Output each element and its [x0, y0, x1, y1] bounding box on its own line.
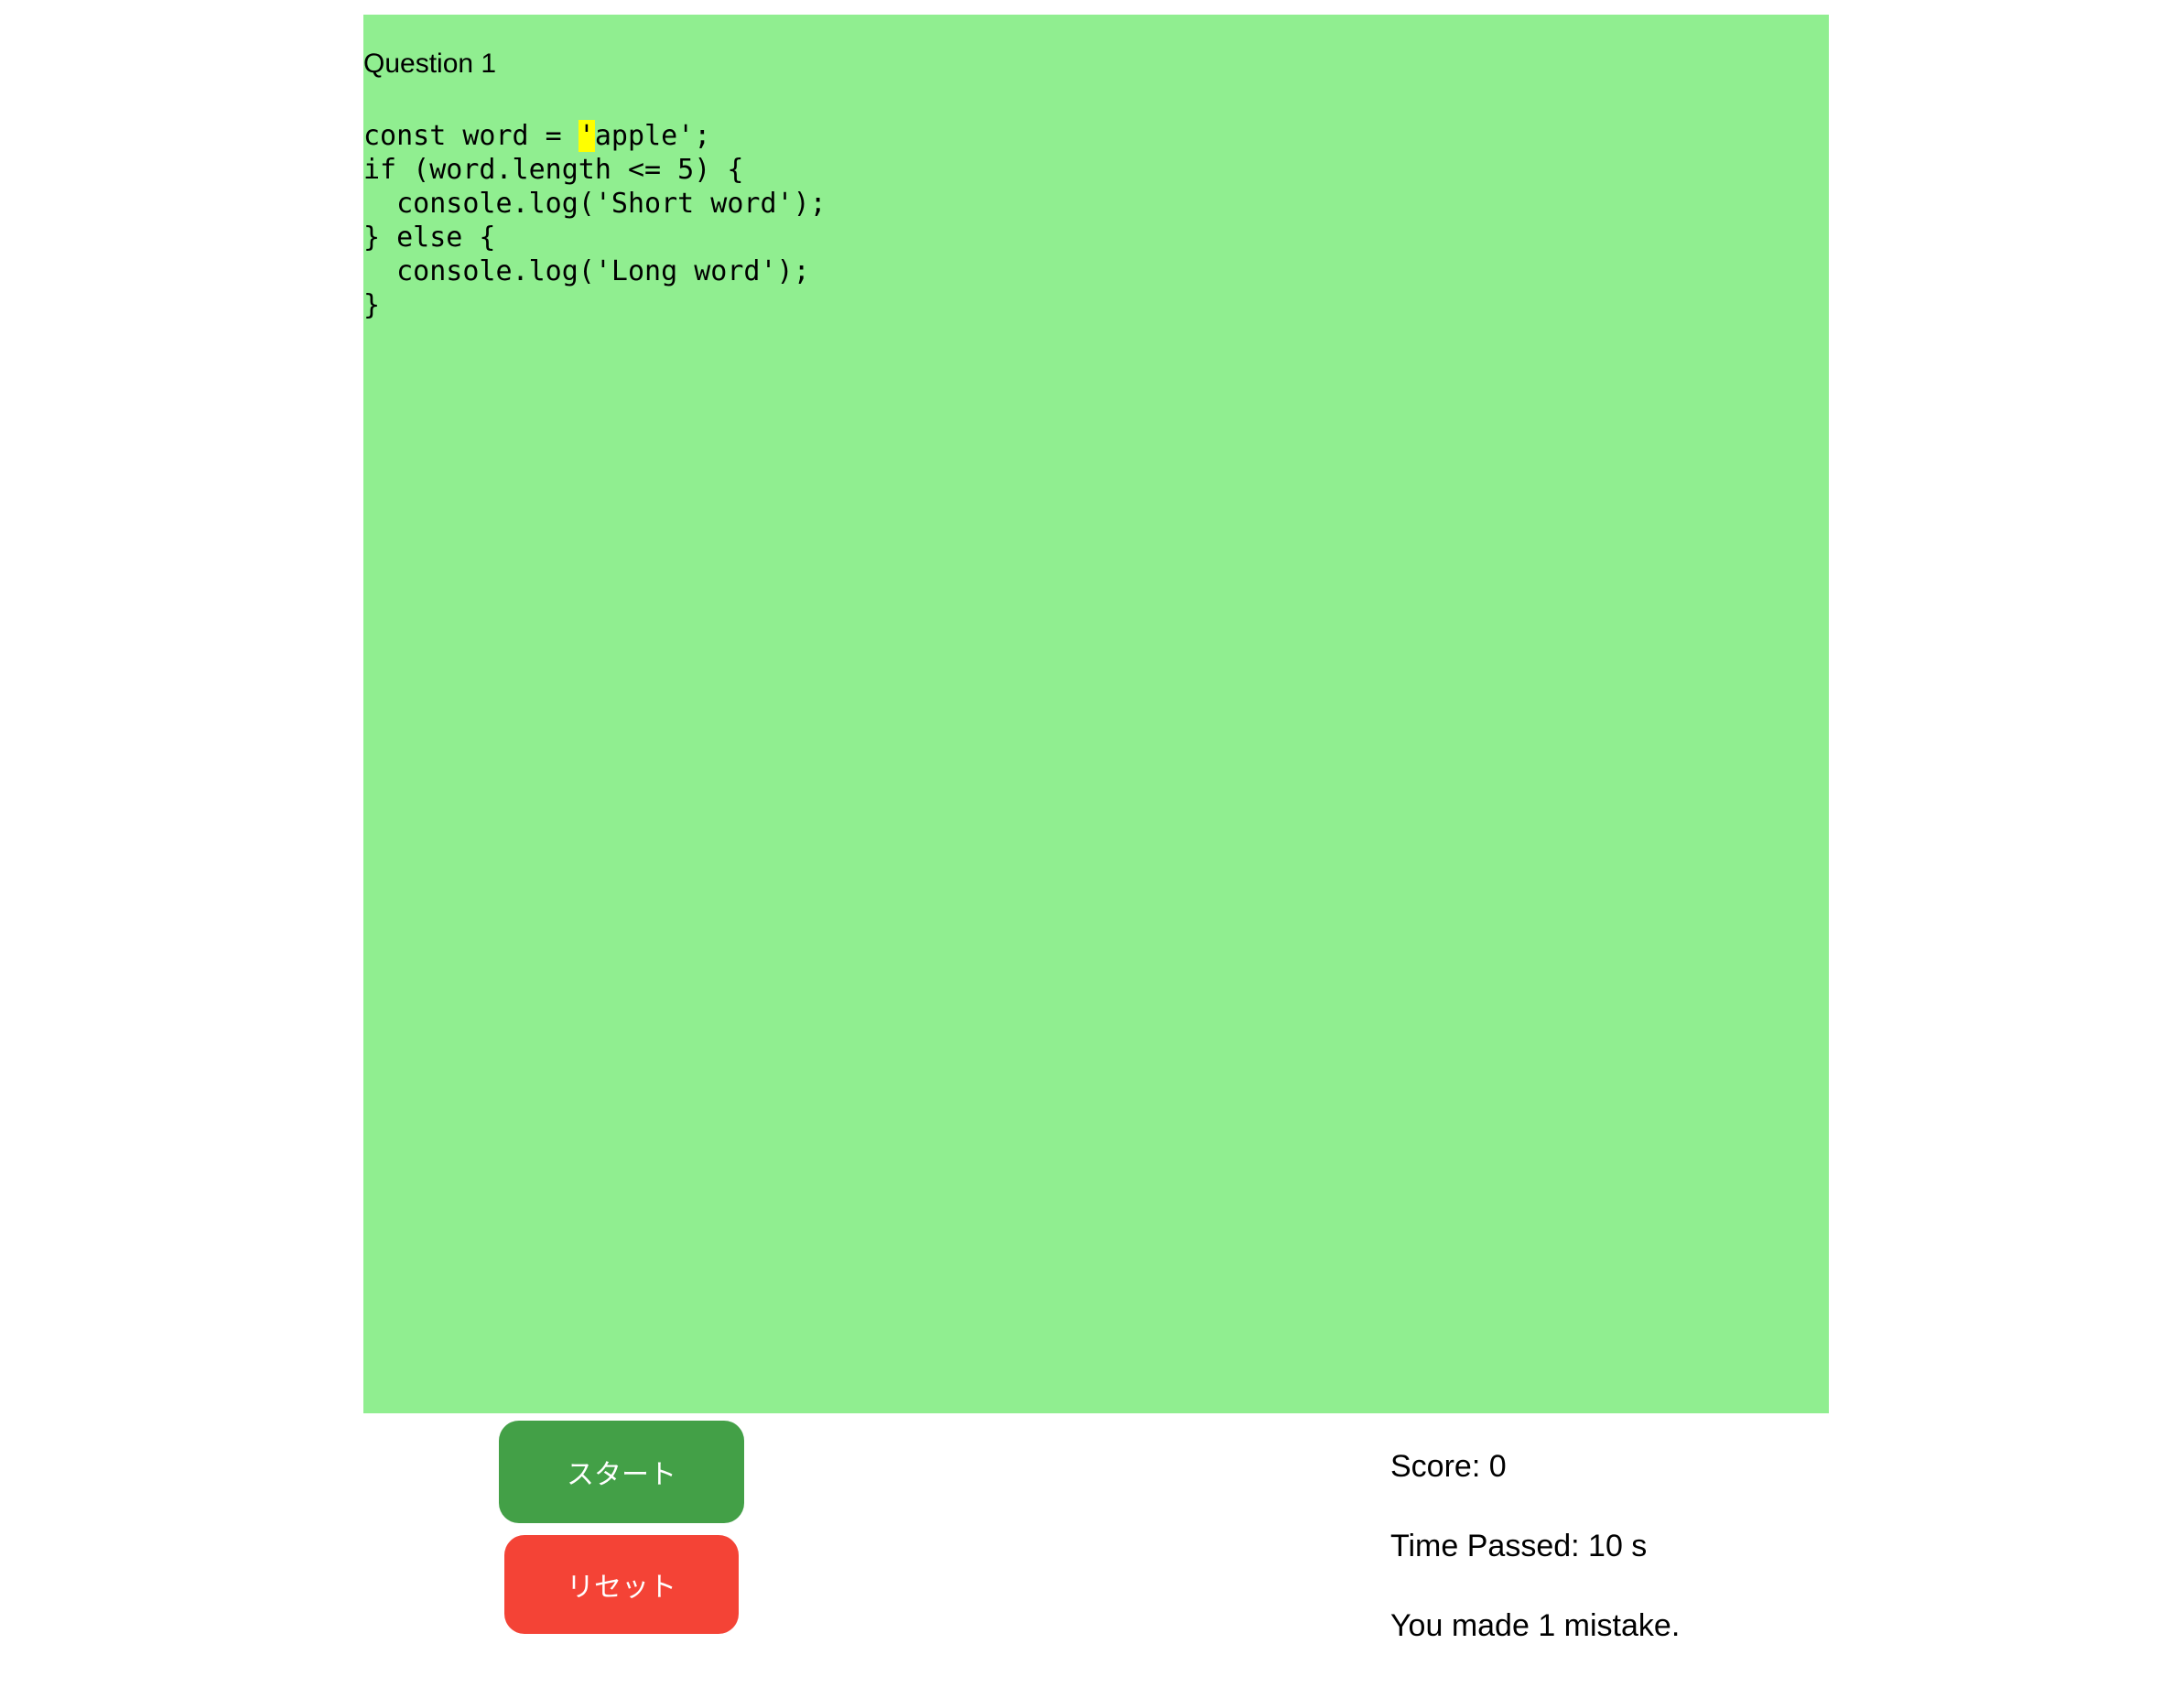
code-after-cursor: apple'; if (word.length <= 5) { console.… [363, 120, 827, 321]
cursor-char-highlight: ' [578, 120, 595, 152]
score-text: Score: 0 [1390, 1449, 1507, 1484]
page: { "question_panel": { "background_color"… [363, 15, 1829, 1643]
stats-block: Score: 0 Time Passed: 10 s You made 1 mi… [1390, 1448, 1680, 1687]
button-column: スタート リセット [499, 1421, 744, 1634]
mistakes-text: You made 1 mistake. [1390, 1608, 1681, 1643]
question-title: Question 1 [363, 49, 497, 79]
code-block: const word = 'apple'; if (word.length <=… [363, 119, 1829, 322]
code-before-cursor: const word = [363, 120, 578, 152]
time-passed-text: Time Passed: 10 s [1390, 1529, 1648, 1563]
reset-button[interactable]: リセット [504, 1535, 739, 1634]
question-panel: Question 1 const word = 'apple'; if (wor… [363, 15, 1829, 1413]
start-button[interactable]: スタート [499, 1421, 744, 1523]
